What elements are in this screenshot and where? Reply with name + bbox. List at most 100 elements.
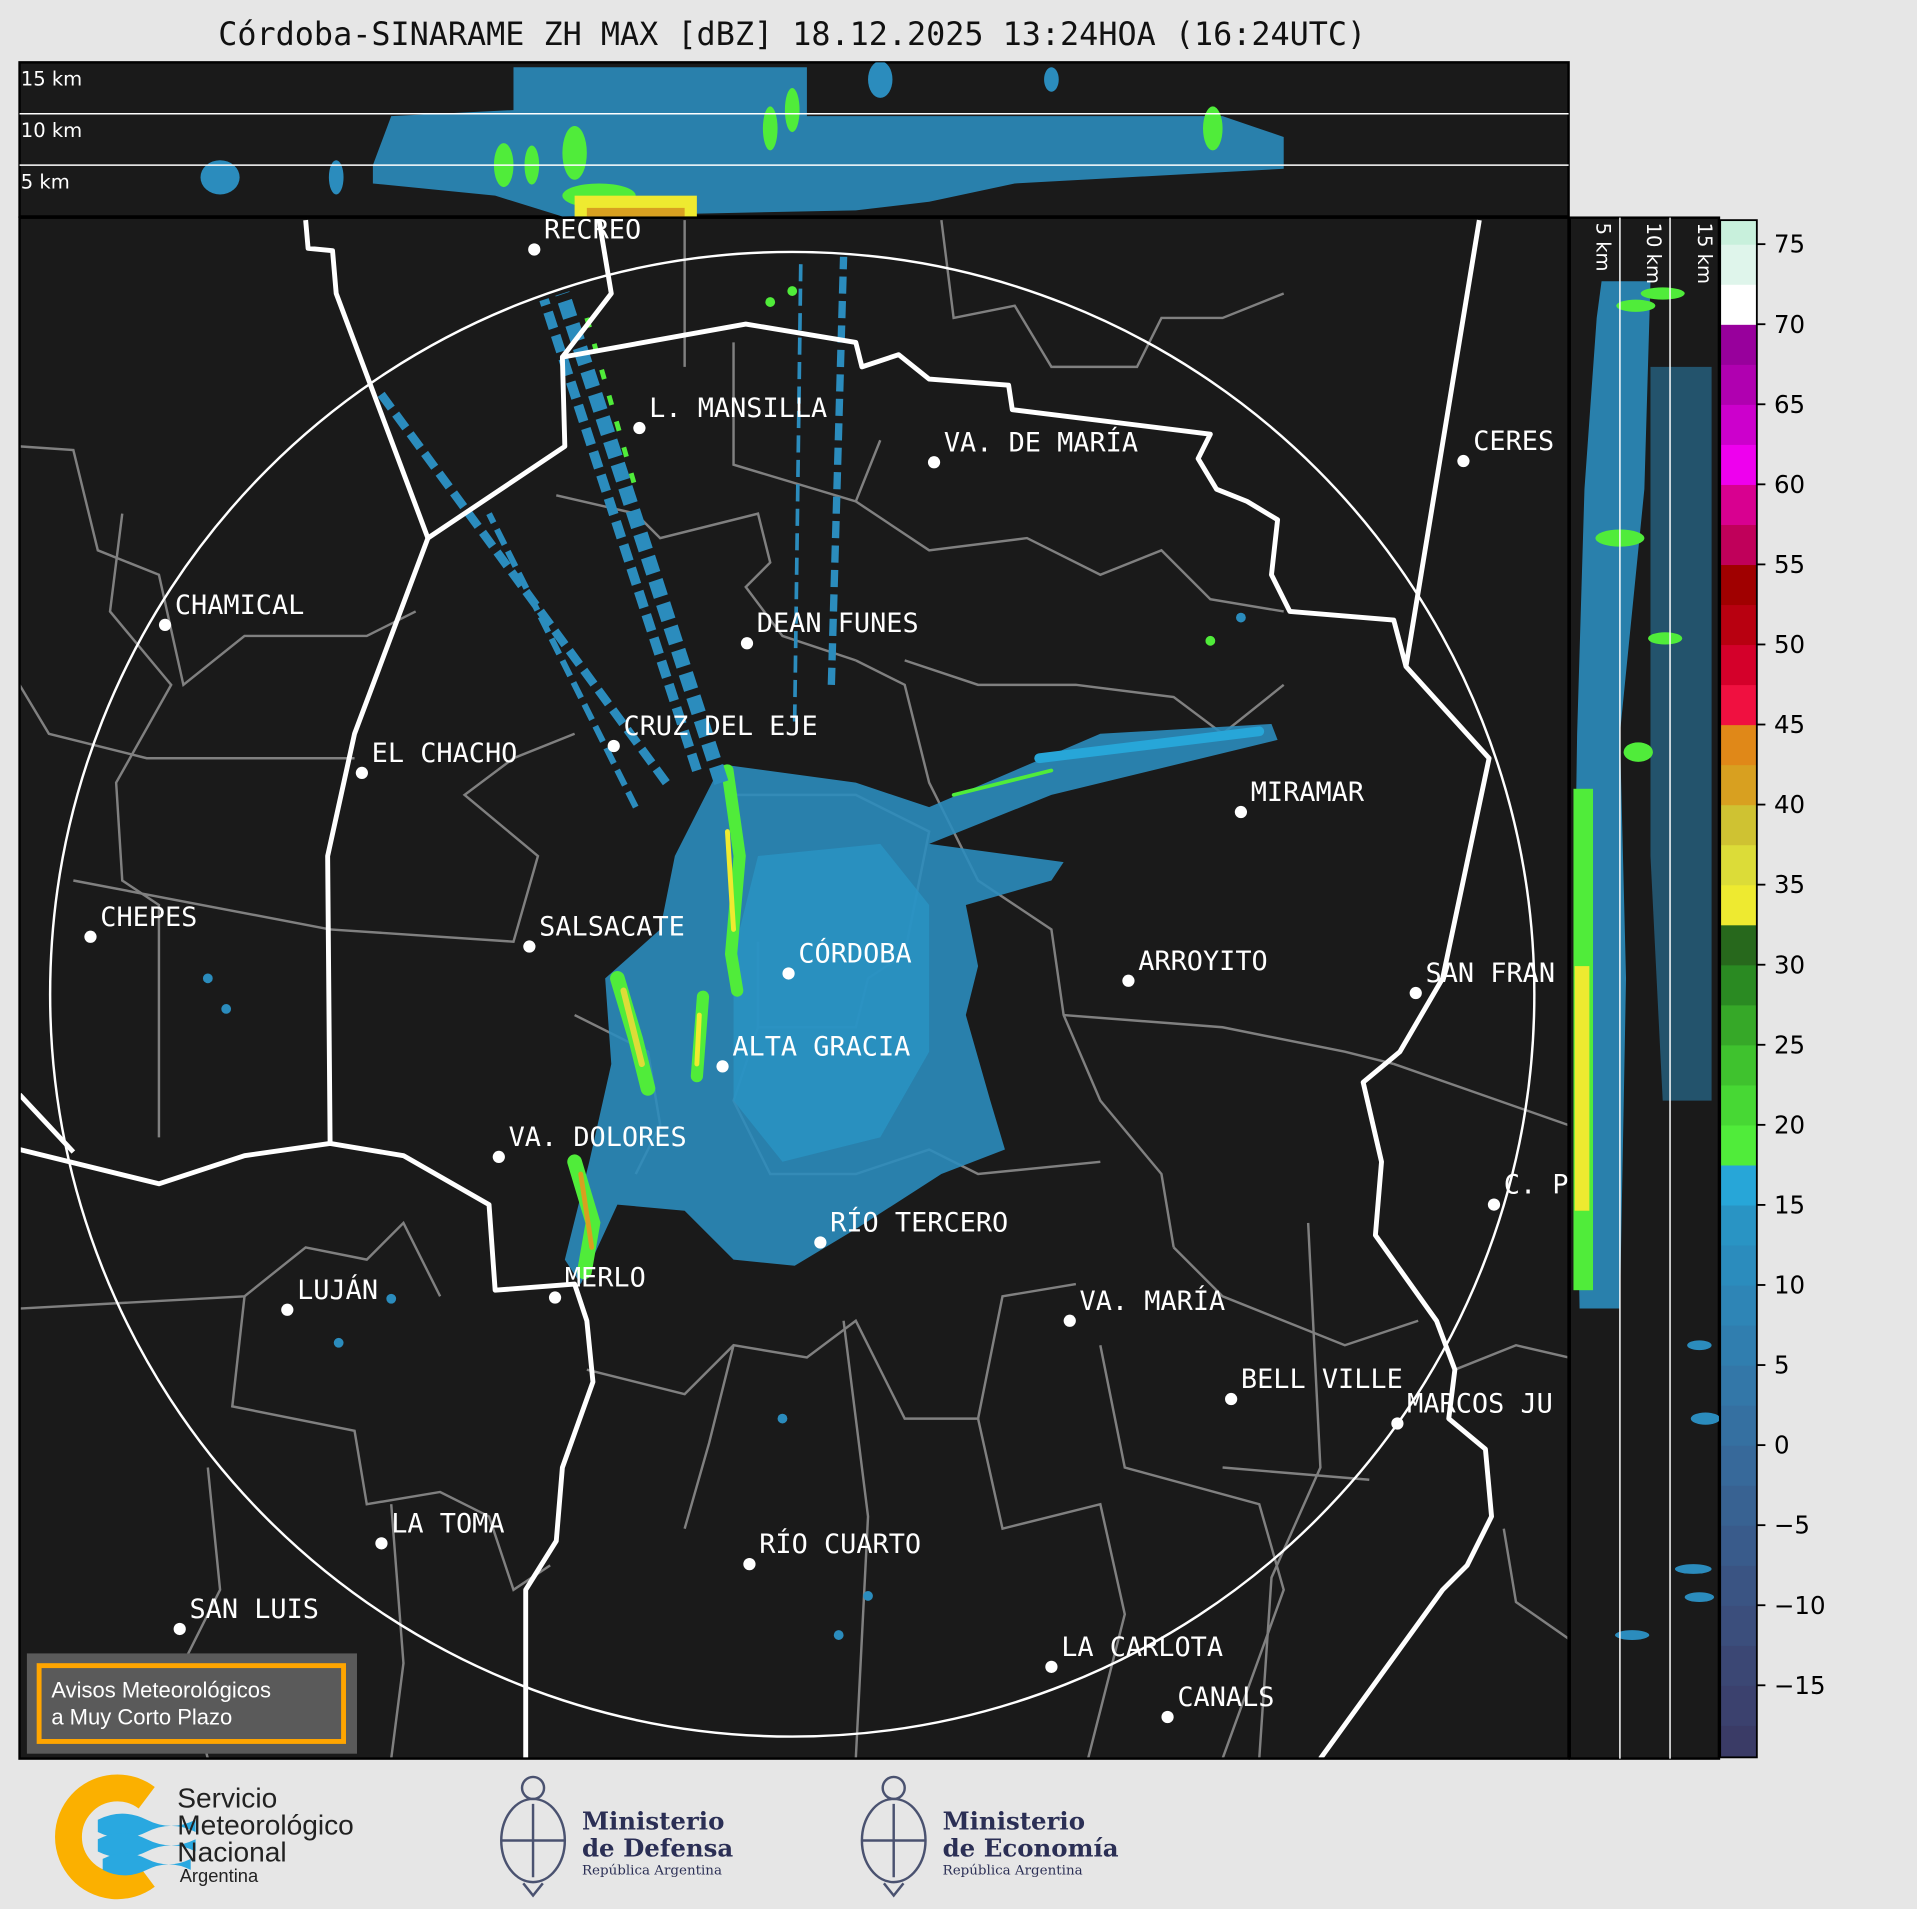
city-label: CANALS (1177, 1682, 1274, 1713)
colorbar-tick-label: 35 (1774, 870, 1805, 899)
department-border-line (19, 445, 417, 688)
colorbar-tick-label: 55 (1774, 550, 1805, 579)
defensa-line1: Ministerio (582, 1807, 724, 1836)
colorbar-band (1720, 1525, 1757, 1566)
city-marker: C. P (1487, 1170, 1569, 1211)
city-label: CERES (1473, 426, 1554, 457)
city-marker: CERES (1457, 426, 1554, 468)
colorbar-band (1720, 804, 1757, 846)
city-dot-icon (84, 930, 97, 943)
defensa-logo: Ministerio de Defensa República Argentin… (500, 1775, 733, 1898)
echo-band (951, 768, 1054, 797)
colorbar-band (1720, 724, 1757, 766)
department-border-line (976, 1418, 1127, 1759)
top-echo-cell (784, 88, 800, 133)
economia-line2: de Economía (943, 1833, 1119, 1862)
city-dot-icon (1487, 1198, 1501, 1211)
department-border-line (1258, 1222, 1322, 1759)
department-border-line (73, 879, 331, 931)
city-dot-icon (375, 1537, 388, 1550)
top-echo-core (586, 207, 685, 217)
city-marker: MERLO (548, 1263, 646, 1304)
top-echo-cell (328, 160, 344, 195)
colorbar-band (1720, 1365, 1757, 1406)
echo-band (578, 1171, 595, 1250)
colorbar-band (1720, 1284, 1757, 1326)
city-label: SALSACATE (539, 912, 685, 943)
city-label: LA TOMA (391, 1508, 504, 1539)
city-dot-icon (523, 940, 536, 953)
side-echo-cell (1674, 1564, 1712, 1574)
top-echo-cell (200, 160, 240, 195)
side-echo-cell (1690, 1412, 1719, 1425)
department-border-line (1172, 1246, 1419, 1347)
colorbar-tick-label: −5 (1774, 1511, 1810, 1540)
city-label: DEAN FUNES (757, 608, 919, 639)
department-border-line (904, 659, 1285, 736)
province-border-line (325, 537, 431, 1144)
defensa-line2: de Defensa (582, 1833, 733, 1862)
city-dot-icon (1045, 1660, 1058, 1673)
national-coat-of-arms-icon (500, 1775, 567, 1898)
city-dot-icon (173, 1622, 186, 1636)
echo-cell (777, 1413, 788, 1424)
national-coat-of-arms-icon (860, 1775, 927, 1898)
colorbar-band (1720, 364, 1757, 405)
city-dot-icon (814, 1236, 827, 1249)
colorbar-tick-label: 30 (1774, 950, 1805, 979)
city-dot-icon (158, 618, 172, 632)
colorbar-band (1720, 524, 1757, 566)
city-marker: BELL VILLE (1225, 1364, 1403, 1406)
city-labels: RECREO L. MANSILLA VA. DE MARÍA CERES CHAMIC… (84, 214, 1569, 1724)
city-label: BELL VILLE (1241, 1364, 1403, 1395)
department-border-line (1393, 1062, 1569, 1127)
colorbar-band (1720, 1445, 1757, 1486)
city-marker: L. MANSILLA (633, 393, 827, 435)
figure-title: Córdoba-SINARAME ZH MAX [dBZ] 18.12.2025… (218, 16, 1366, 53)
colorbar-band (1720, 1725, 1757, 1758)
city-marker: ALTA GRACIA (716, 1031, 910, 1073)
colorbar-tick-label: 50 (1774, 630, 1805, 659)
city-marker: VA. DE MARÍA (927, 426, 1138, 469)
department-border-line (855, 500, 1284, 613)
echo-cell (787, 286, 798, 296)
city-marker: SAN FRAN (1409, 958, 1555, 1000)
notice-line2: a Muy Corto Plazo (51, 1704, 232, 1729)
echo-streak (486, 512, 639, 809)
city-dot-icon (927, 456, 941, 469)
province-border-line (1403, 219, 1482, 667)
colorbar-band (1720, 604, 1757, 646)
city-label: ARROYITO (1138, 946, 1268, 977)
side-height-label-15km: 15 km (1693, 223, 1716, 284)
echo-cell (863, 1591, 873, 1601)
echo-cell (833, 1630, 844, 1640)
city-label: MARCOS JU (1407, 1388, 1553, 1419)
department-border-line (108, 513, 173, 1138)
city-label: VA. MARÍA (1080, 1285, 1226, 1317)
smn-line2: Meteorológico (177, 1809, 354, 1840)
colorbar-tick-label: 25 (1774, 1030, 1805, 1059)
city-marker: DEAN FUNES (740, 608, 919, 650)
radar-map[interactable]: RECREO L. MANSILLA VA. DE MARÍA CERES CHAMIC… (18, 214, 1570, 1760)
department-border-line (940, 219, 1285, 369)
department-border-line (330, 732, 576, 943)
city-dot-icon (528, 243, 541, 256)
city-label: LUJÁN (297, 1274, 378, 1306)
smn-line3: Nacional (177, 1836, 286, 1867)
side-echo-cell (1648, 632, 1683, 645)
colorbar-band (1720, 684, 1757, 726)
colorbar-tick-label: 10 (1774, 1271, 1805, 1300)
smn-line1: Servicio (177, 1782, 277, 1813)
department-border-line (1502, 1528, 1569, 1640)
city-label: C. P (1504, 1170, 1569, 1201)
echo-band (721, 764, 746, 997)
side-echo-cell (1684, 1592, 1715, 1603)
city-label: LA CARLOTA (1061, 1632, 1223, 1663)
province-border-line (19, 1140, 596, 1759)
colorbar-band (1720, 884, 1757, 926)
city-label: RECREO (544, 214, 641, 245)
side-echo-cell (1687, 1340, 1712, 1351)
economia-line1: Ministerio (943, 1807, 1085, 1836)
